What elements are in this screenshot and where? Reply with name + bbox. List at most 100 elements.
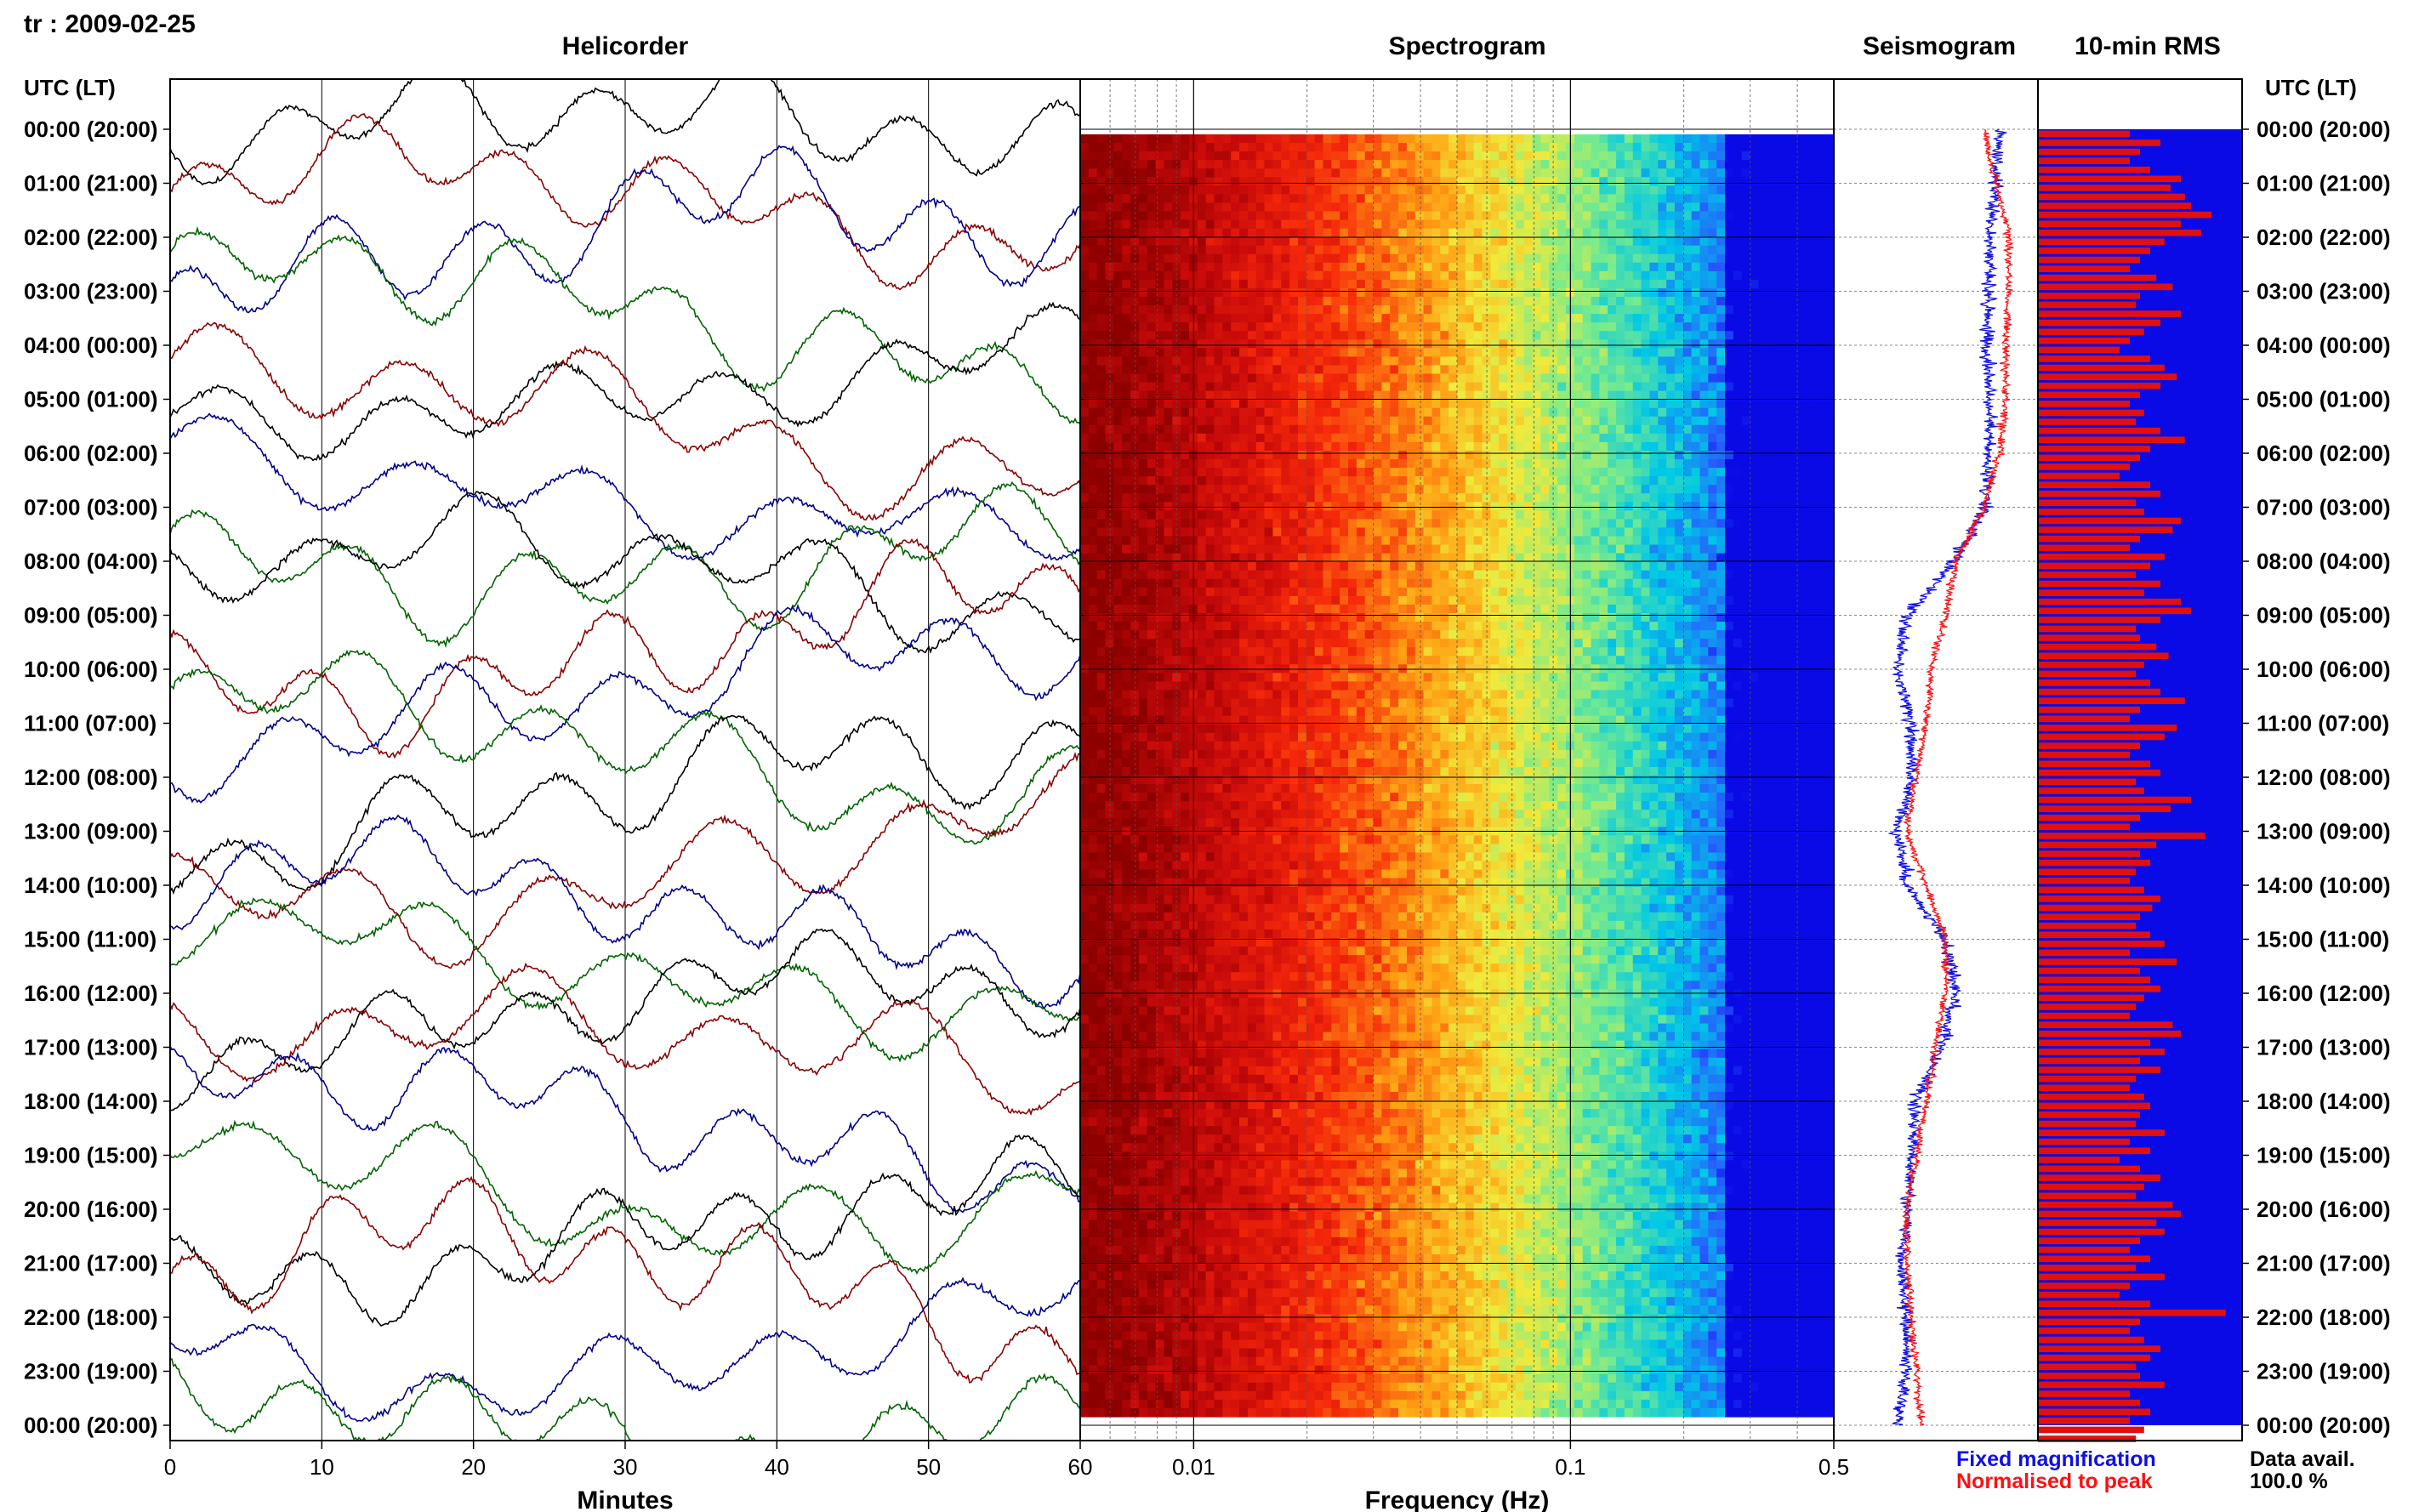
spectrogram-cell — [1708, 416, 1717, 426]
spectrogram-cell — [1482, 134, 1491, 144]
spectrogram-cell — [1523, 134, 1534, 144]
spectrogram-cell — [1390, 561, 1399, 571]
spectrogram-cell — [1808, 202, 1818, 213]
spectrogram-cell — [1507, 570, 1517, 580]
spectrogram-cell — [1549, 322, 1558, 332]
spectrogram-cell — [1364, 262, 1375, 272]
spectrogram-cell — [1557, 160, 1567, 169]
spectrogram-cell — [1532, 399, 1542, 409]
spectrogram-cell — [1608, 168, 1617, 178]
spectrogram-cell — [1356, 595, 1366, 605]
spectrogram-cell — [1306, 416, 1316, 426]
helicorder-trace — [170, 1175, 1081, 1384]
spectrogram-cell — [1591, 297, 1600, 306]
spectrogram-cell — [1482, 476, 1491, 486]
spectrogram-cell — [1817, 587, 1826, 597]
spectrogram-cell — [1440, 561, 1449, 571]
spectrogram-cell — [1557, 544, 1567, 554]
spectrogram-cell — [1105, 211, 1114, 221]
spectrogram-cell — [1264, 441, 1274, 452]
spectrogram-cell — [1155, 365, 1165, 375]
spectrogram-cell — [1599, 339, 1608, 349]
spectrogram-cell — [1164, 485, 1173, 494]
spectrogram-cell — [1272, 236, 1282, 247]
spectrogram-cell — [1649, 365, 1659, 375]
spectrogram-cell — [1641, 510, 1651, 520]
spectrogram-cell — [1616, 433, 1625, 443]
spectrogram-cell — [1465, 160, 1475, 169]
spectrogram-cell — [1373, 416, 1382, 426]
spectrogram-cell — [1431, 510, 1441, 520]
spectrogram-cell — [1364, 382, 1375, 392]
spectrogram-cell — [1172, 322, 1181, 332]
spectrogram-cell — [1758, 544, 1767, 554]
spectrogram-cell — [1682, 219, 1693, 230]
spectrogram-cell — [1465, 493, 1475, 503]
spectrogram-cell — [1130, 322, 1140, 332]
spectrogram-cell — [1331, 134, 1340, 144]
spectrogram-cell — [1164, 424, 1173, 435]
spectrogram-cell — [1390, 587, 1399, 597]
spectrogram-cell — [1222, 570, 1232, 580]
spectrogram-cell — [1255, 544, 1266, 554]
spectrogram-cell — [1549, 578, 1558, 588]
spectrogram-cell — [1666, 253, 1676, 264]
spectrogram-cell — [1289, 339, 1299, 349]
spectrogram-cell — [1231, 536, 1240, 546]
spectrogram-cell — [1666, 561, 1676, 571]
spectrogram-cell — [1549, 339, 1558, 349]
spectrogram-cell — [1348, 339, 1357, 349]
spectrogram-cell — [1431, 253, 1441, 264]
spectrogram-cell — [1783, 476, 1793, 486]
spectrogram-cell — [1682, 553, 1693, 563]
spectrogram-cell — [1364, 510, 1375, 520]
spectrogram-cell — [1649, 553, 1659, 563]
spectrogram-cell — [1373, 519, 1382, 529]
spectrogram-cell — [1331, 331, 1340, 340]
spectrogram-cell — [1599, 287, 1608, 298]
spectrogram-cell — [1247, 450, 1257, 460]
spectrogram-cell — [1289, 219, 1299, 230]
spectrogram-cell — [1197, 348, 1207, 357]
spectrogram-cell — [1582, 331, 1592, 340]
spectrogram-cell — [1331, 493, 1340, 503]
spectrogram-cell — [1214, 202, 1223, 213]
spectrogram-cell — [1398, 211, 1408, 221]
spectrogram-cell — [1247, 245, 1257, 255]
spectrogram-cell — [1658, 194, 1667, 204]
spectrogram-cell — [1515, 424, 1525, 435]
spectrogram-cell — [1741, 177, 1751, 186]
spectrogram-cell — [1574, 339, 1584, 349]
spectrogram-cell — [1649, 561, 1659, 571]
spectrogram-cell — [1390, 219, 1399, 230]
spectrogram-cell — [1725, 177, 1734, 186]
spectrogram-cell — [1658, 297, 1667, 306]
spectrogram-cell — [1499, 185, 1508, 195]
spectrogram-cell — [1364, 476, 1375, 486]
spectrogram-cell — [1624, 519, 1634, 529]
spectrogram-cell — [1390, 287, 1399, 298]
spectrogram-cell — [1323, 211, 1332, 221]
spectrogram-cell — [1523, 185, 1534, 195]
spectrogram-cell — [1172, 185, 1181, 195]
spectrogram-cell — [1540, 305, 1550, 315]
spectrogram-cell — [1523, 262, 1534, 272]
spectrogram-cell — [1523, 202, 1534, 213]
spectrogram-cell — [1682, 536, 1693, 546]
spectrogram-cell — [1582, 211, 1592, 221]
spectrogram-cell — [1741, 407, 1751, 418]
spectrogram-cell — [1540, 561, 1550, 571]
spectrogram-cell — [1733, 468, 1743, 477]
spectrogram-cell — [1306, 211, 1316, 221]
spectrogram-cell — [1348, 553, 1357, 563]
spectrogram-cell — [1390, 314, 1399, 323]
spectrogram-cell — [1281, 348, 1290, 357]
spectrogram-cell — [1791, 228, 1801, 238]
spectrogram-cell — [1414, 297, 1425, 306]
spectrogram-cell — [1231, 236, 1240, 247]
spectrogram-cell — [1549, 476, 1558, 486]
spectrogram-cell — [1181, 373, 1190, 384]
spectrogram-cell — [1507, 578, 1517, 588]
spectrogram-cell — [1323, 297, 1332, 306]
spectrogram-cell — [1741, 502, 1751, 511]
